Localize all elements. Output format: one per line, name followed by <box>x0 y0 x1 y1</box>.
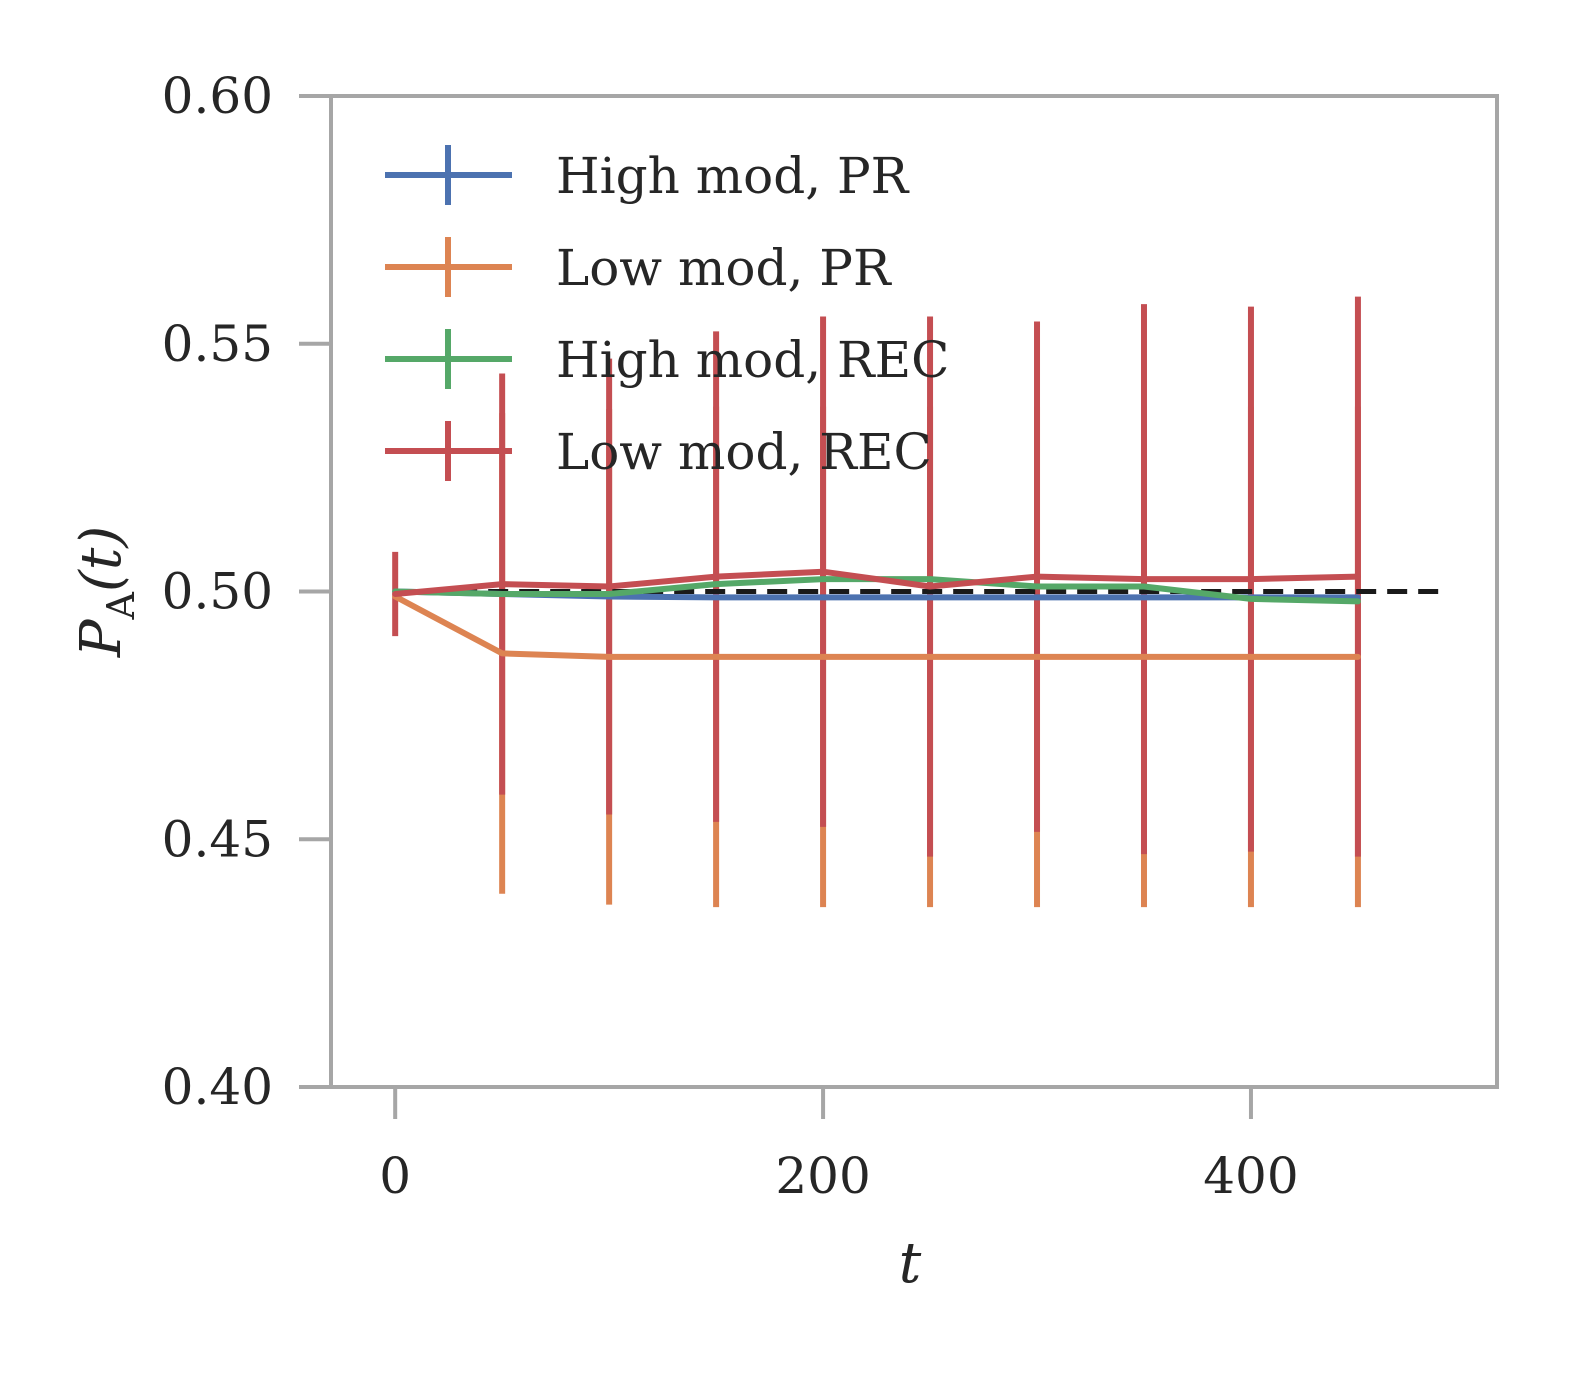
y-axis-label-rest: (t) <box>69 526 134 592</box>
x-tick-label-1: 200 <box>775 1147 870 1205</box>
y-tick-label-0: 0.40 <box>162 1058 273 1116</box>
x-tick-label-0: 0 <box>379 1147 411 1205</box>
x-axis-label: t <box>899 1231 922 1296</box>
legend-label-2: High mod, REC <box>556 331 949 389</box>
legend-label-3: Low mod, REC <box>556 423 932 481</box>
series-lines <box>392 568 1444 660</box>
y-tick-label-4: 0.60 <box>162 67 273 125</box>
legend-item-2: High mod, REC <box>385 329 949 389</box>
legend: High mod, PR Low mod, PR High mod, REC Low … <box>385 145 949 481</box>
legend-item-1: Low mod, PR <box>385 237 892 297</box>
y-axis-label: PA(t) <box>69 526 143 658</box>
y-tick-label-3: 0.55 <box>162 315 273 373</box>
y-axis-label-subscript: A <box>99 591 143 620</box>
legend-item-3: Low mod, REC <box>385 421 932 481</box>
x-tick-label-2: 400 <box>1203 1147 1298 1205</box>
legend-item-0: High mod, PR <box>385 145 910 205</box>
y-tick-label-1: 0.45 <box>162 810 273 868</box>
series-line-1 <box>392 593 1361 660</box>
series-line-3 <box>392 568 1361 597</box>
y-tick-label-2: 0.50 <box>162 563 273 621</box>
legend-label-0: High mod, PR <box>556 147 910 205</box>
legend-label-1: Low mod, PR <box>556 239 892 297</box>
axis-ticks: 0 200 400 0.40 0.45 0.50 0.55 0.60 <box>162 67 1299 1205</box>
y-axis-label-main: P <box>69 618 134 658</box>
